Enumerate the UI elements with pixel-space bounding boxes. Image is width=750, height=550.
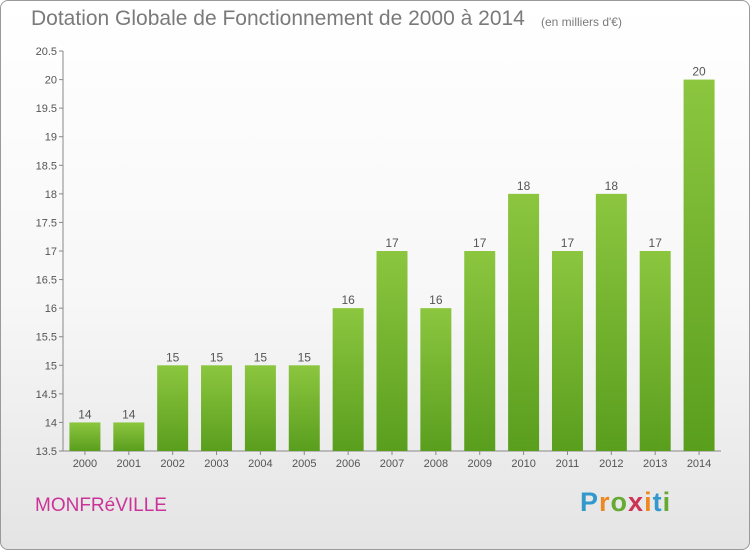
bar-2008 [420, 308, 452, 451]
x-tick-label-2008: 2008 [424, 458, 448, 470]
y-tick-label: 14 [45, 417, 57, 429]
y-tick-label: 16.5 [36, 275, 57, 287]
bar-2005 [288, 365, 320, 451]
y-tick-label: 17 [45, 246, 57, 258]
x-tick-label-2004: 2004 [248, 458, 272, 470]
bar-2014 [683, 79, 715, 452]
x-tick-label-2003: 2003 [204, 458, 228, 470]
x-tick-label-2000: 2000 [73, 458, 97, 470]
y-tick-label: 19.5 [36, 103, 57, 115]
y-tick-label: 19 [45, 132, 57, 144]
y-tick-label: 20 [45, 75, 57, 87]
data-label-2008: 16 [429, 293, 443, 307]
bar-2000 [69, 422, 101, 451]
chart-bars [69, 79, 715, 452]
x-tick-label-2013: 2013 [643, 458, 667, 470]
data-label-2005: 15 [298, 350, 312, 364]
y-tick-label: 20.5 [36, 46, 57, 58]
data-label-2004: 15 [254, 350, 268, 364]
data-label-2013: 17 [649, 236, 663, 250]
y-tick-label: 15.5 [36, 332, 57, 344]
x-tick-label-2001: 2001 [117, 458, 141, 470]
bar-2003 [201, 365, 233, 451]
y-tick-label: 16 [45, 303, 57, 315]
chart-subtitle: (en milliers d'€) [541, 15, 622, 29]
x-tick-label-2010: 2010 [511, 458, 535, 470]
x-tick-label-2005: 2005 [292, 458, 316, 470]
data-label-2002: 15 [166, 350, 180, 364]
x-tick-label-2014: 2014 [687, 458, 711, 470]
logo-letter: x [628, 487, 645, 517]
bar-2002 [157, 365, 189, 451]
chart-labels: 14 2000 14 2001 15 2002 15 2003 15 2004 15 2005 16 20… [73, 65, 712, 470]
data-label-2010: 18 [517, 179, 531, 193]
logo-letter: t [652, 487, 663, 517]
x-tick-label-2002: 2002 [160, 458, 184, 470]
x-tick-label-2006: 2006 [336, 458, 360, 470]
logo-letter: i [662, 487, 672, 517]
y-tick-label: 13.5 [36, 446, 57, 458]
bar-2013 [639, 251, 671, 451]
y-tick-label: 17.5 [36, 217, 57, 229]
chart-title: Dotation Globale de Fonctionnement de 20… [31, 7, 525, 30]
data-label-2012: 18 [605, 179, 619, 193]
bar-2012 [595, 193, 627, 451]
logo-letter: o [610, 487, 629, 517]
logo-letter: P [580, 487, 600, 517]
bar-2007 [376, 251, 408, 451]
bar-2009 [464, 251, 496, 451]
x-tick-label-2011: 2011 [556, 458, 580, 470]
bar-2011 [551, 251, 583, 451]
x-tick-label-2009: 2009 [467, 458, 491, 470]
y-tick-label: 14.5 [36, 389, 57, 401]
y-tick-label: 18.5 [36, 160, 57, 172]
data-label-2001: 14 [122, 407, 136, 421]
bar-2006 [332, 308, 364, 451]
data-label-2011: 17 [561, 236, 575, 250]
data-label-2000: 14 [78, 407, 92, 421]
town-name: MONFRéVILLE [35, 495, 167, 516]
bar-2001 [113, 422, 145, 451]
data-label-2007: 17 [385, 236, 399, 250]
data-label-2009: 17 [473, 236, 487, 250]
logo-letter: r [599, 487, 611, 517]
x-tick-label-2007: 2007 [380, 458, 404, 470]
y-tick-label: 18 [45, 189, 57, 201]
data-label-2014: 20 [692, 65, 706, 79]
data-label-2003: 15 [210, 350, 224, 364]
data-label-2006: 16 [341, 293, 355, 307]
bar-2004 [244, 365, 276, 451]
x-tick-label-2012: 2012 [599, 458, 623, 470]
logo-letter: i [644, 487, 653, 517]
y-tick-label: 15 [45, 360, 57, 372]
bar-2010 [508, 193, 540, 451]
proxiti-logo[interactable]: Proxiti [580, 487, 671, 518]
